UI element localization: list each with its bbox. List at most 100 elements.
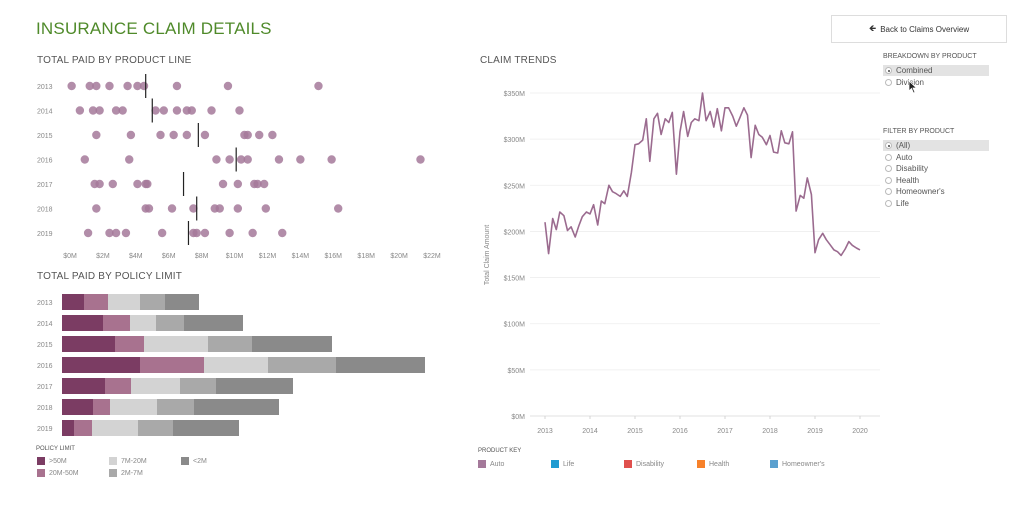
dot-plot-point[interactable] <box>334 204 343 213</box>
bar-segment-50m[interactable] <box>62 378 105 394</box>
bar-segment-2m[interactable] <box>173 420 239 436</box>
dot-plot-point[interactable] <box>248 228 257 238</box>
policy-legend-item[interactable]: >50M <box>37 457 67 465</box>
radio-button-icon[interactable] <box>885 67 892 74</box>
breakdown-option-division[interactable]: Division <box>883 77 989 88</box>
dot-plot-point[interactable] <box>139 81 149 91</box>
dot-plot-point[interactable] <box>218 179 228 189</box>
radio-button-icon[interactable] <box>885 188 892 195</box>
dot-plot-point[interactable] <box>235 106 244 115</box>
dot-plot-point[interactable] <box>157 228 167 238</box>
product-legend-item[interactable]: Homeowner's <box>770 460 825 468</box>
radio-button-icon[interactable] <box>885 176 892 184</box>
dot-plot-point[interactable] <box>212 155 221 164</box>
dot-plot-point[interactable] <box>156 130 165 140</box>
bar-segment-2m-7m[interactable] <box>138 420 173 436</box>
product-legend-item[interactable]: Auto <box>478 460 504 468</box>
bar-segment-2m-7m[interactable] <box>180 378 216 394</box>
dot-plot-point[interactable] <box>215 204 224 213</box>
product-legend-item[interactable]: Health <box>697 460 729 468</box>
bar-segment-50m[interactable] <box>62 315 103 331</box>
dot-plot-point[interactable] <box>105 228 114 238</box>
dot-plot-point[interactable] <box>236 155 246 164</box>
bar-segment-7m-20m[interactable] <box>204 357 268 373</box>
dot-plot-point[interactable] <box>189 204 198 213</box>
dot-plot-point[interactable] <box>172 106 182 115</box>
dot-plot-point[interactable] <box>80 155 90 164</box>
dot-plot-point[interactable] <box>327 155 336 164</box>
dot-plot-point[interactable] <box>274 155 284 164</box>
radio-button-icon[interactable] <box>885 153 892 161</box>
dot-plot-point[interactable] <box>416 155 425 164</box>
bar-segment-20m-50m[interactable] <box>105 378 131 394</box>
dot-plot-point[interactable] <box>151 106 160 115</box>
dot-plot-point[interactable] <box>233 204 243 213</box>
bar-segment-20m-50m[interactable] <box>140 357 204 373</box>
dot-plot-point[interactable] <box>314 81 323 91</box>
dot-plot-point[interactable] <box>243 130 252 140</box>
policy-legend-item[interactable]: 7M-20M <box>109 457 147 465</box>
dot-plot-point[interactable] <box>125 155 134 164</box>
dot-plot-point[interactable] <box>225 228 234 238</box>
dot-plot-point[interactable] <box>207 106 216 115</box>
bar-segment-20m-50m[interactable] <box>84 294 108 310</box>
dot-plot-point[interactable] <box>133 81 142 91</box>
dot-plot-point[interactable] <box>105 81 114 91</box>
bar-segment-2m[interactable] <box>252 336 332 352</box>
dot-plot-point[interactable] <box>187 106 196 115</box>
bar-segment-2m-7m[interactable] <box>157 399 194 415</box>
dot-plot-point[interactable] <box>169 130 178 140</box>
filter-option-all[interactable]: (All) <box>883 140 989 151</box>
dot-plot-point[interactable] <box>95 179 104 189</box>
dot-plot-point[interactable] <box>261 204 271 213</box>
dot-plot-point[interactable] <box>255 130 264 140</box>
claim-trend-line-combined[interactable] <box>544 92 861 257</box>
dot-plot-point[interactable] <box>67 81 76 91</box>
bar-segment-7m-20m[interactable] <box>110 399 157 415</box>
bar-segment-50m[interactable] <box>62 420 74 436</box>
dot-plot-point[interactable] <box>182 130 192 140</box>
bar-segment-7m-20m[interactable] <box>144 336 208 352</box>
dot-plot-point[interactable] <box>200 130 210 140</box>
filter-option-life[interactable]: Life <box>883 198 989 209</box>
bar-segment-7m-20m[interactable] <box>108 294 140 310</box>
dot-plot-point[interactable] <box>192 228 201 238</box>
dot-plot-point[interactable] <box>296 155 305 164</box>
dot-plot-point[interactable] <box>75 106 85 115</box>
dot-plot-point[interactable] <box>92 130 101 140</box>
dot-plot-point[interactable] <box>111 106 121 115</box>
dot-plot-point[interactable] <box>278 228 287 238</box>
policy-legend-item[interactable]: 20M-50M <box>37 469 79 477</box>
dot-plot-point[interactable] <box>167 204 177 213</box>
bar-segment-50m[interactable] <box>62 357 140 373</box>
product-legend-item[interactable]: Life <box>551 460 574 468</box>
policy-legend-item[interactable]: 2M-7M <box>109 469 143 477</box>
back-to-claims-overview-button[interactable]: 🡸 Back to Claims Overview <box>831 15 1007 43</box>
radio-button-icon[interactable] <box>885 199 892 207</box>
bar-segment-20m-50m[interactable] <box>115 336 144 352</box>
dot-plot-point[interactable] <box>253 179 262 189</box>
radio-button-icon[interactable] <box>885 142 892 149</box>
dot-plot-point[interactable] <box>121 228 131 238</box>
bar-segment-50m[interactable] <box>62 294 84 310</box>
dot-plot-point[interactable] <box>92 81 101 91</box>
dot-plot-point[interactable] <box>83 228 93 238</box>
dot-plot-point[interactable] <box>126 130 136 140</box>
bar-segment-50m[interactable] <box>62 336 115 352</box>
breakdown-option-combined[interactable]: Combined <box>883 65 989 76</box>
bar-segment-2m-7m[interactable] <box>140 294 165 310</box>
filter-option-health[interactable]: Health <box>883 175 989 186</box>
dot-plot-point[interactable] <box>225 155 234 164</box>
filter-option-disability[interactable]: Disability <box>883 163 989 174</box>
product-legend-item[interactable]: Disability <box>624 460 664 468</box>
dot-plot-point[interactable] <box>143 179 152 189</box>
radio-button-icon[interactable] <box>885 78 892 86</box>
radio-button-icon[interactable] <box>885 165 892 172</box>
dot-plot-point[interactable] <box>123 81 132 91</box>
dot-plot-point[interactable] <box>108 179 117 189</box>
dot-plot-point[interactable] <box>118 106 127 115</box>
dot-plot-point[interactable] <box>259 179 269 189</box>
bar-segment-7m-20m[interactable] <box>130 315 156 331</box>
bar-segment-2m[interactable] <box>184 315 243 331</box>
dot-plot-point[interactable] <box>95 106 104 115</box>
